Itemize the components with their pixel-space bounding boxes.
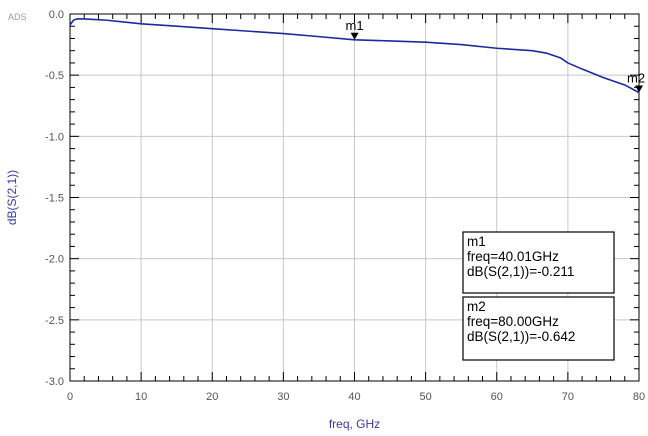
readout-line: dB(S(2,1))=-0.211 — [467, 264, 574, 279]
grid-lines — [70, 14, 639, 381]
x-tick-label: 50 — [420, 391, 432, 403]
readout-line: dB(S(2,1))=-0.642 — [467, 329, 575, 344]
tick-labels: 0 10 20 30 40 50 60 70 80 0.0 -0.5 -1.0 -1.5 -2.0 -2.5… — [45, 9, 645, 403]
series-group — [69, 18, 640, 94]
ads-label: ADS — [8, 12, 27, 22]
readout-line: m2 — [467, 299, 486, 314]
x-tick-label: 70 — [562, 391, 574, 403]
readout-line: m1 — [467, 234, 486, 249]
series-line — [69, 18, 640, 94]
y-tick-label: -3.0 — [45, 376, 64, 388]
y-tick-label: -0.5 — [45, 70, 64, 82]
readout-border — [462, 296, 615, 361]
x-tick-label: 60 — [491, 391, 503, 403]
x-tick-label: 10 — [135, 391, 147, 403]
x-tick-label: 20 — [206, 391, 218, 403]
y-tick-label: -2.5 — [45, 315, 64, 327]
marker-readouts: m1freq=40.01GHzdB(S(2,1))=-0.211m2freq=8… — [462, 231, 615, 361]
marker-m1-icon — [350, 32, 359, 40]
x-tick-label: 30 — [277, 391, 289, 403]
x-tick-label: 80 — [633, 391, 645, 403]
y-tick-label: -1.0 — [45, 131, 64, 143]
marker-m2-label: m2 — [627, 71, 645, 86]
y-axis-title: dB(S(2,1)) — [5, 170, 19, 225]
y-tick-label: -2.0 — [45, 254, 64, 266]
y-tick-label: 0.0 — [49, 9, 64, 21]
marker-m2-icon — [635, 85, 643, 93]
readout-line: freq=80.00GHz — [467, 314, 559, 329]
y-tick-label: -1.5 — [45, 193, 64, 205]
marker-m1-label: m1 — [346, 18, 364, 33]
marker-group: m1 m2 — [346, 18, 645, 93]
readout-line: freq=40.01GHz — [467, 249, 559, 264]
x-axis-title: freq, GHz — [329, 417, 380, 431]
readout-border — [462, 231, 615, 294]
x-tick-label: 0 — [67, 391, 73, 403]
x-tick-label: 40 — [348, 391, 360, 403]
plot-frame — [69, 13, 640, 382]
